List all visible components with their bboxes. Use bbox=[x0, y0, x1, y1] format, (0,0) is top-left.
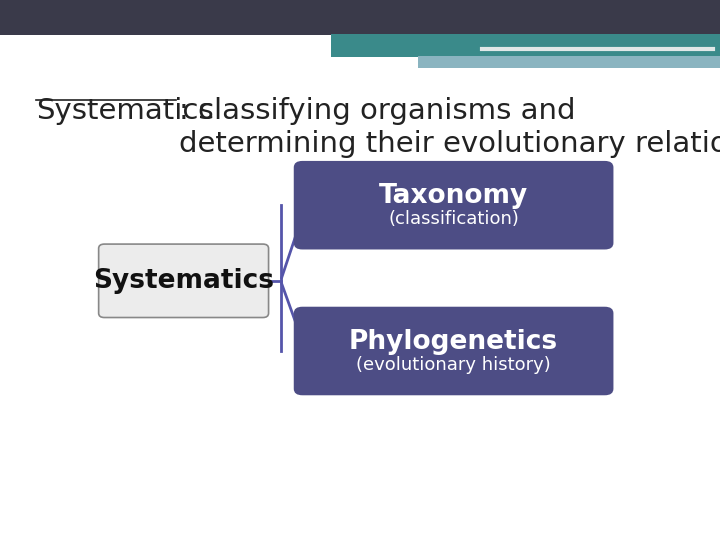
FancyBboxPatch shape bbox=[294, 307, 613, 395]
FancyBboxPatch shape bbox=[99, 244, 269, 318]
FancyBboxPatch shape bbox=[418, 56, 720, 68]
Text: Taxonomy: Taxonomy bbox=[379, 183, 528, 209]
Text: (evolutionary history): (evolutionary history) bbox=[356, 356, 551, 374]
FancyBboxPatch shape bbox=[0, 0, 720, 35]
Text: Systematics: Systematics bbox=[93, 268, 274, 294]
Text: (classification): (classification) bbox=[388, 210, 519, 228]
Text: Phylogenetics: Phylogenetics bbox=[349, 329, 558, 355]
Text: Systematics: Systematics bbox=[36, 97, 214, 125]
Text: : classifying organisms and
determining their evolutionary relationships: : classifying organisms and determining … bbox=[179, 97, 720, 158]
FancyBboxPatch shape bbox=[331, 34, 720, 57]
FancyBboxPatch shape bbox=[294, 161, 613, 249]
